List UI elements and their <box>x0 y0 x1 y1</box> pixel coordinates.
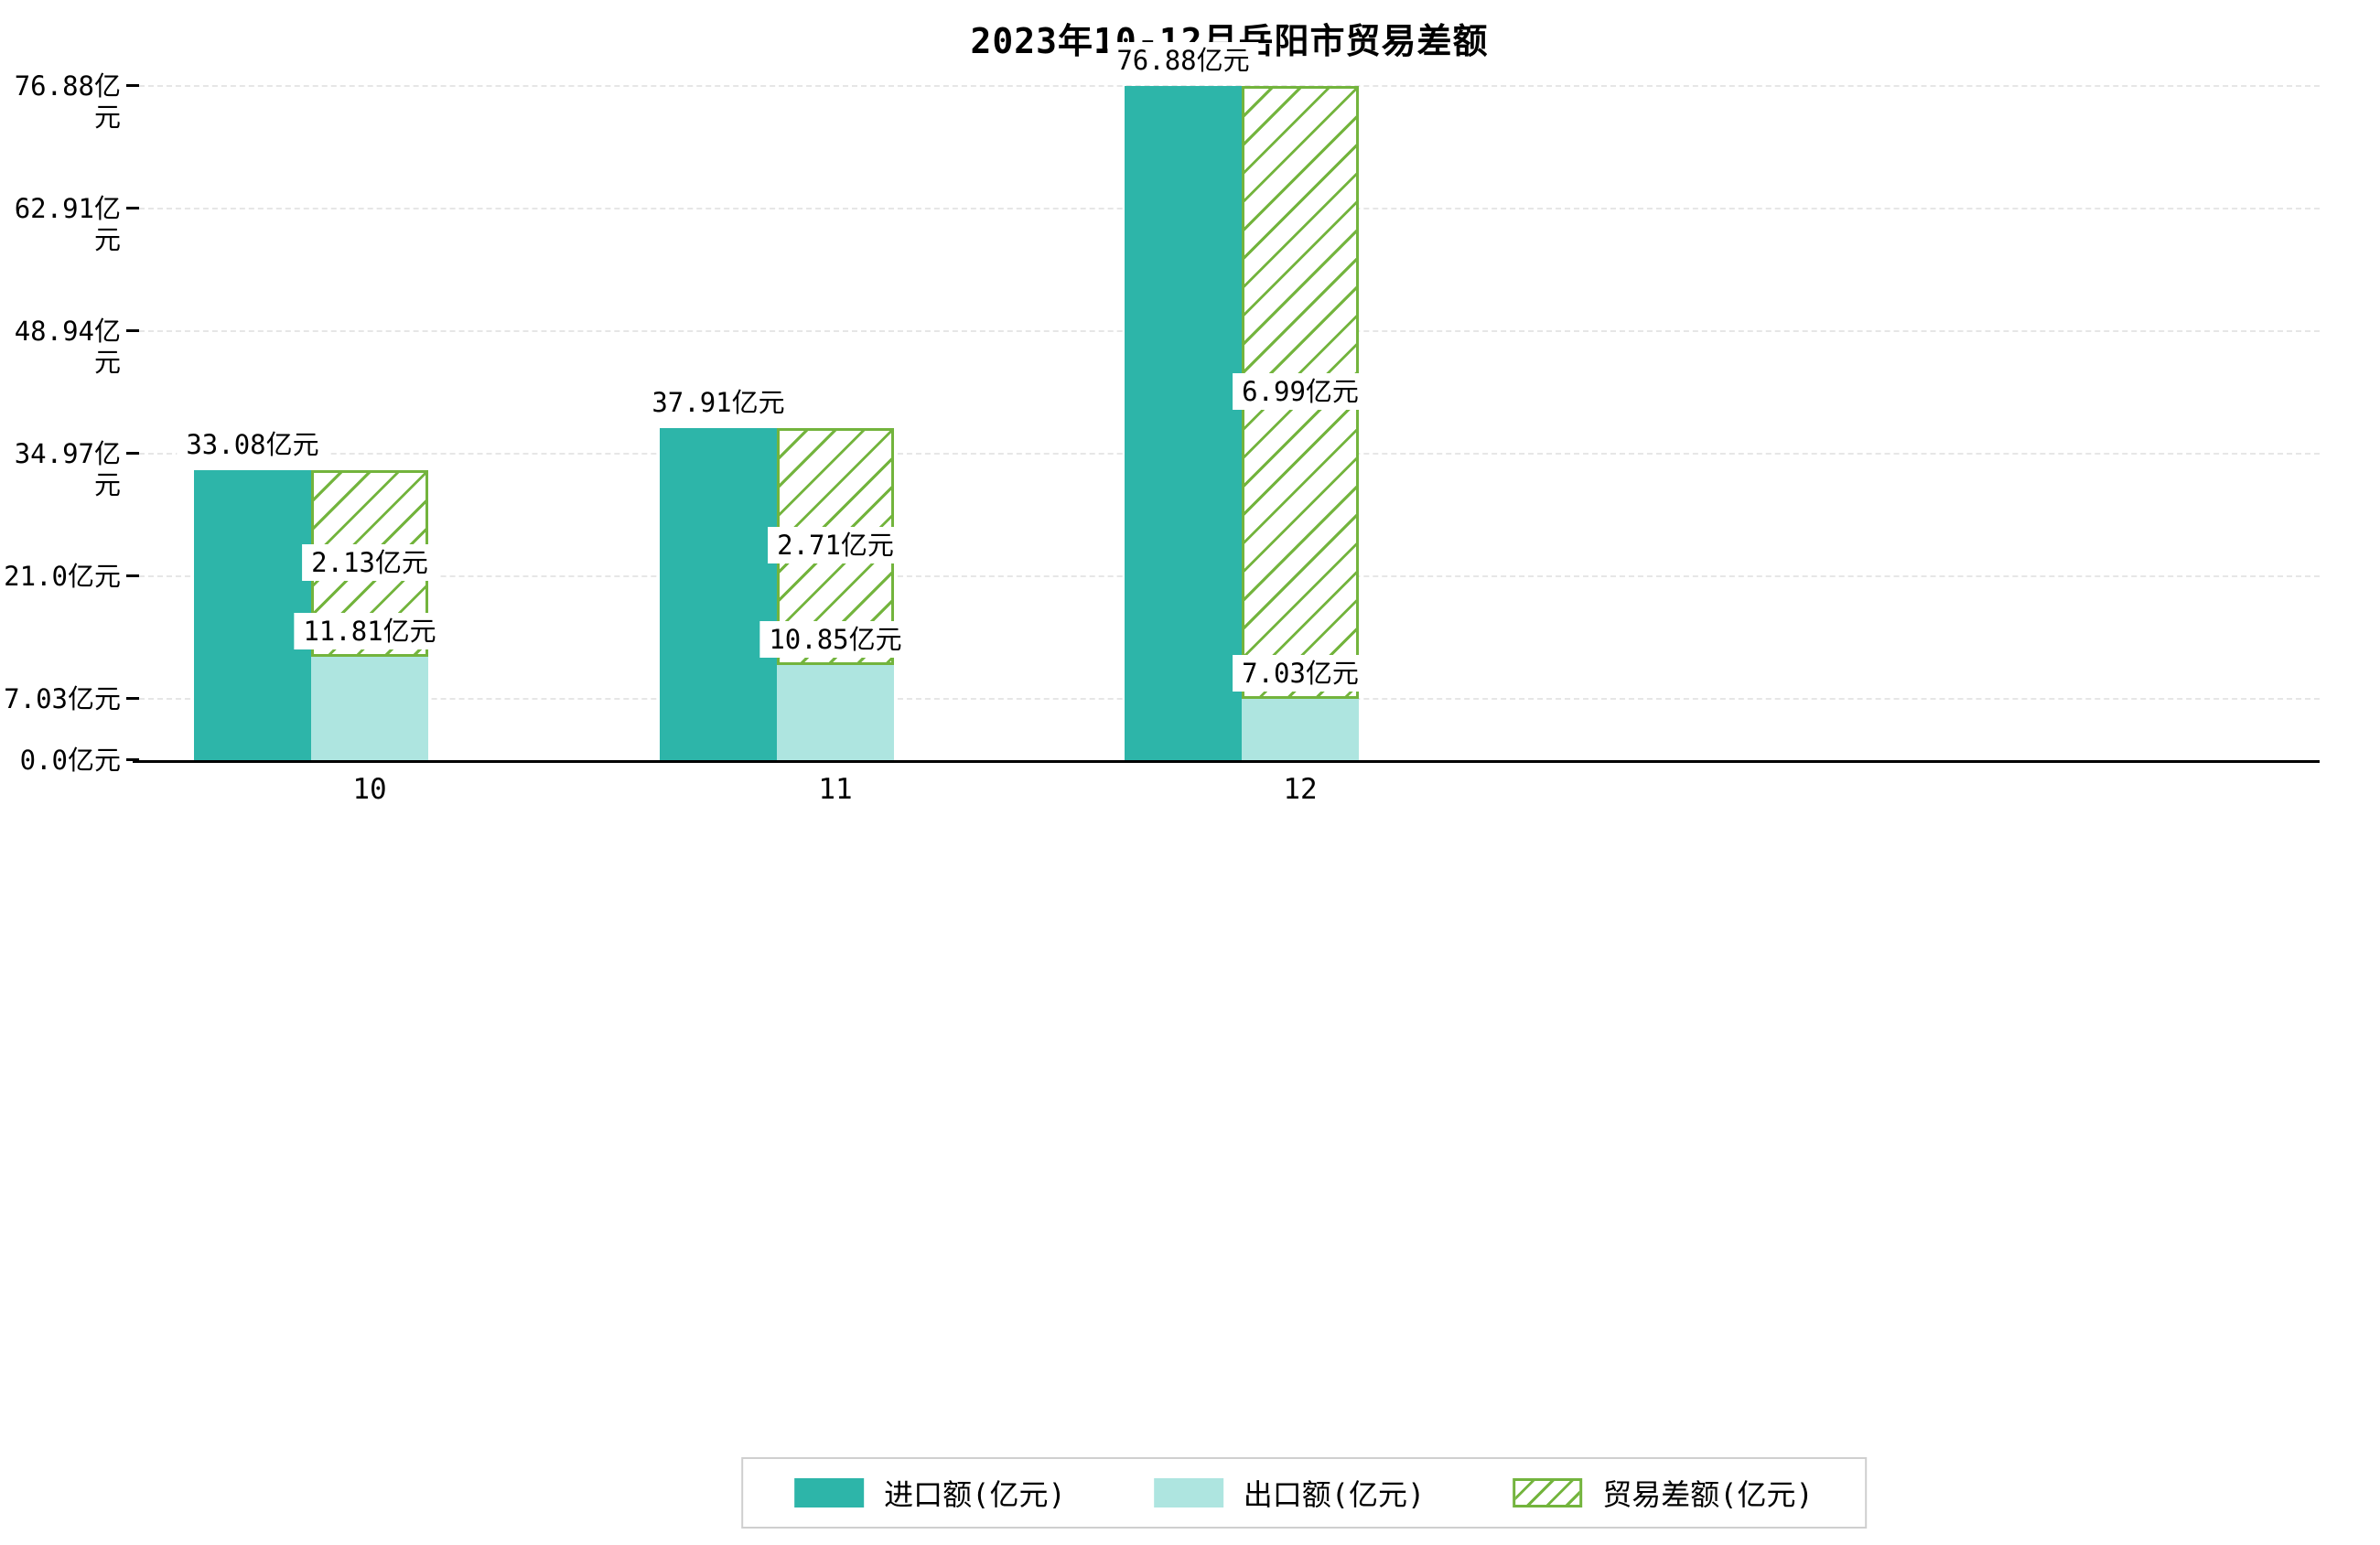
legend-label-export: 出口额(亿元) <box>1243 1477 1426 1512</box>
bar-label-export-10: 11.81亿元 <box>294 612 446 649</box>
bar-label-trade-diff-11: 2.71亿元 <box>768 527 903 564</box>
x-tick-label-11: 11 <box>818 773 853 806</box>
legend-item-import: 进口额(亿元) <box>794 1472 1066 1514</box>
y-tick-mark <box>126 84 139 87</box>
bar-import-12 <box>1125 86 1242 760</box>
bar-label-import-11: 37.91亿元 <box>642 383 794 421</box>
bar-export-10 <box>311 656 428 760</box>
bar-import-11 <box>660 427 777 760</box>
bar-label-export-11: 10.85亿元 <box>759 620 911 658</box>
legend-label-trade-diff: 贸易差额(亿元) <box>1602 1477 1814 1512</box>
legend-swatch-trade-diff <box>1513 1478 1583 1507</box>
legend: 进口额(亿元) 出口额(亿元) 贸易差额(亿元) <box>741 1457 1867 1529</box>
bar-import-10 <box>194 469 311 760</box>
y-tick-label: 21.0亿元 <box>4 560 121 592</box>
bar-label-import-12: 76.88亿元 <box>1107 42 1259 79</box>
y-tick-label: 0.0亿元 <box>19 745 121 776</box>
legend-swatch-export <box>1153 1478 1223 1507</box>
bar-label-trade-diff-12: 6.99亿元 <box>1233 372 1368 410</box>
y-tick-label: 62.91亿元 <box>14 192 121 255</box>
y-tick-mark <box>126 328 139 332</box>
x-axis-line <box>133 760 2320 763</box>
x-tick-label-10: 10 <box>352 773 387 806</box>
legend-label-import: 进口额(亿元) <box>884 1477 1066 1512</box>
y-tick-label: 76.88亿元 <box>14 70 121 133</box>
bar-label-export-12: 7.03亿元 <box>1233 654 1368 692</box>
legend-swatch-import <box>794 1478 865 1507</box>
bar-label-import-10: 33.08亿元 <box>177 425 328 463</box>
y-tick-mark <box>126 206 139 209</box>
bar-export-11 <box>777 664 894 760</box>
y-tick-mark <box>126 696 139 700</box>
x-tick-label-12: 12 <box>1283 773 1318 806</box>
legend-item-export: 出口额(亿元) <box>1153 1472 1426 1514</box>
y-tick-mark <box>126 451 139 455</box>
y-tick-label: 34.97亿元 <box>14 437 121 500</box>
bar-label-trade-diff-10: 2.13亿元 <box>302 543 437 581</box>
bar-export-12 <box>1242 698 1359 760</box>
y-tick-label: 7.03亿元 <box>4 682 121 714</box>
y-tick-label: 48.94亿元 <box>14 315 121 378</box>
legend-item-trade-diff: 贸易差额(亿元) <box>1513 1472 1814 1514</box>
y-tick-mark <box>126 574 139 577</box>
y-tick-mark <box>126 758 139 761</box>
